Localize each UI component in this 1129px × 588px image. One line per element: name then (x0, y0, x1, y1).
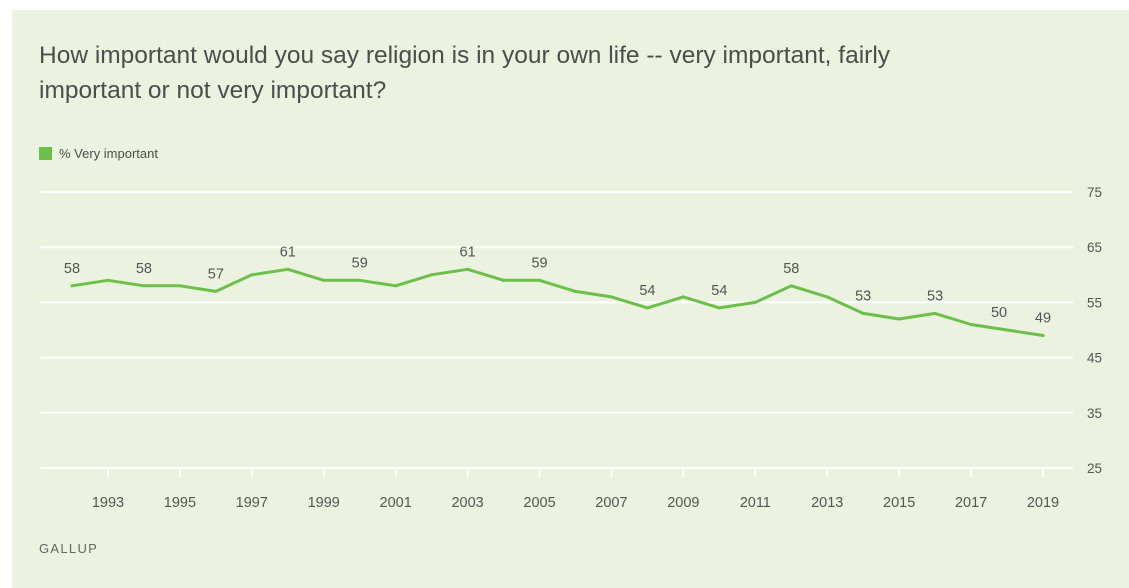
data-point (969, 322, 973, 326)
y-tick-label: 55 (1087, 295, 1102, 310)
data-point (825, 295, 829, 299)
x-tick-label: 2001 (380, 495, 412, 511)
data-label: 53 (927, 288, 943, 304)
x-tick-label: 1999 (308, 495, 340, 511)
data-label: 53 (855, 288, 871, 304)
data-point (681, 295, 685, 299)
data-point (573, 289, 577, 293)
data-point (897, 317, 901, 321)
data-point (753, 300, 757, 304)
x-tick-label: 2007 (595, 495, 627, 511)
data-point (609, 295, 613, 299)
x-tick-label: 2017 (955, 495, 987, 511)
legend-swatch (39, 147, 52, 160)
legend-label: % Very important (59, 146, 158, 161)
y-tick-label: 65 (1087, 240, 1102, 255)
x-tick-label: 1995 (164, 495, 196, 511)
data-point (142, 284, 146, 288)
data-point (250, 273, 254, 277)
x-tick-label: 2015 (883, 495, 915, 511)
data-label: 54 (711, 283, 727, 299)
data-label: 58 (783, 261, 799, 277)
data-point (286, 267, 290, 271)
data-label: 49 (1035, 311, 1051, 327)
y-tick-label: 45 (1087, 351, 1102, 366)
data-label: 59 (531, 255, 547, 271)
data-point (717, 306, 721, 310)
source-label: GALLUP (39, 541, 99, 556)
y-tick-label: 75 (1087, 185, 1102, 200)
x-tick-label: 2003 (451, 495, 483, 511)
data-point (358, 278, 362, 282)
data-point (106, 278, 110, 282)
data-label: 57 (208, 266, 224, 282)
data-label: 61 (460, 244, 476, 260)
data-point (178, 284, 182, 288)
series-line (70, 267, 1045, 337)
x-tick-label: 1997 (236, 495, 268, 511)
data-label: 58 (64, 261, 80, 277)
x-tick-label: 1993 (92, 495, 124, 511)
data-point (645, 306, 649, 310)
x-tick-label: 2005 (523, 495, 555, 511)
legend: % Very important (39, 146, 158, 161)
data-label: 54 (639, 283, 655, 299)
x-tick-label: 2013 (811, 495, 843, 511)
data-point (933, 311, 937, 315)
data-label: 58 (136, 261, 152, 277)
chart-panel: How important would you say religion is … (12, 10, 1129, 588)
data-point (322, 278, 326, 282)
data-point (1041, 334, 1045, 338)
data-point (502, 278, 506, 282)
y-tick-label: 35 (1087, 406, 1102, 421)
data-label: 61 (280, 244, 296, 260)
data-point (70, 284, 74, 288)
chart-title: How important would you say religion is … (39, 42, 891, 104)
data-point (214, 289, 218, 293)
data-label: 50 (991, 305, 1007, 321)
data-point (394, 284, 398, 288)
data-point (789, 284, 793, 288)
data-point (538, 278, 542, 282)
data-point (466, 267, 470, 271)
x-tick-label: 2019 (1027, 495, 1059, 511)
data-label: 59 (352, 255, 368, 271)
data-point (861, 311, 865, 315)
data-point (1005, 328, 1009, 332)
x-tick-label: 2009 (667, 495, 699, 511)
x-tick-label: 2011 (740, 495, 771, 511)
y-tick-label: 25 (1087, 461, 1102, 476)
data-point (430, 273, 434, 277)
